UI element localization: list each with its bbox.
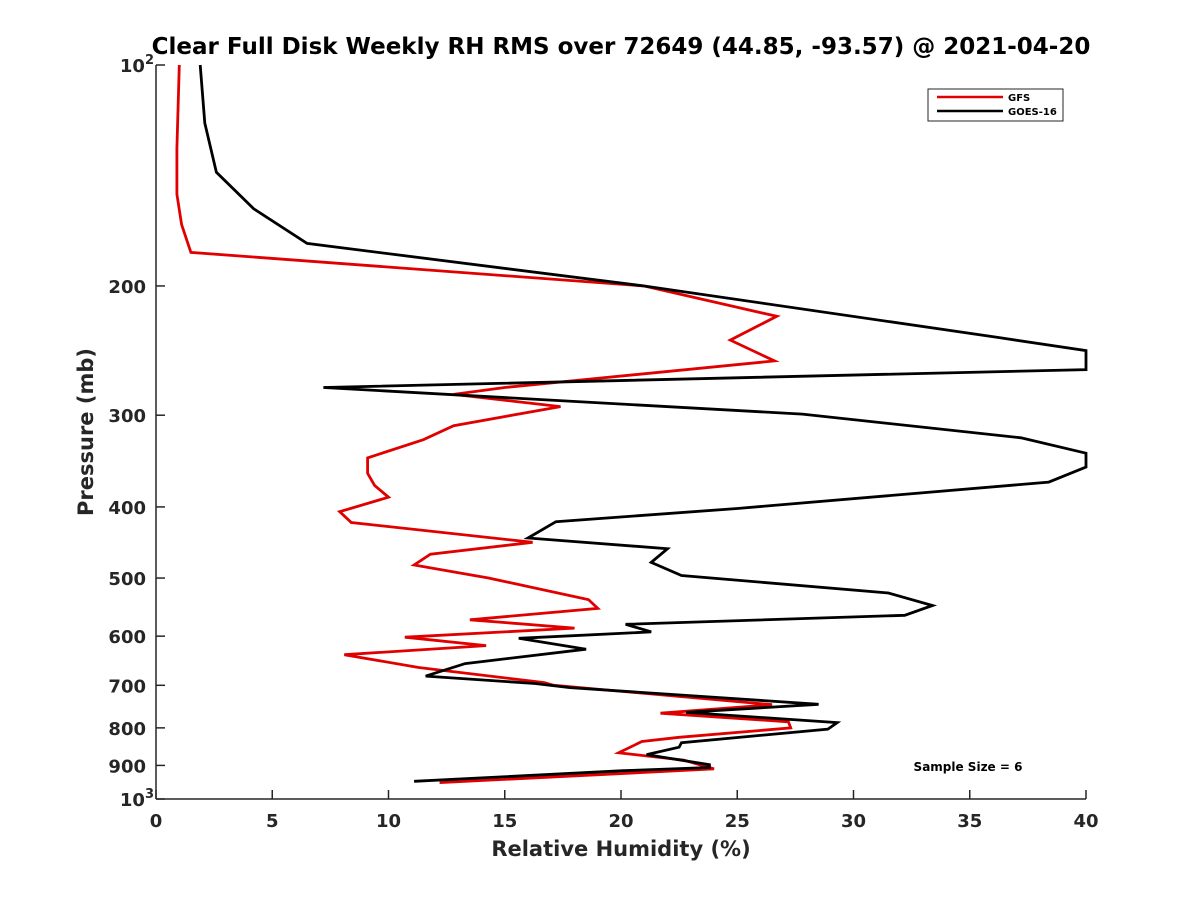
y-tick-label: 102: [120, 53, 154, 77]
y-tick-label: 200: [108, 277, 146, 298]
y-tick-label: 103: [120, 787, 154, 811]
x-tick-label: 5: [266, 811, 279, 832]
y-tick-label: 600: [108, 627, 146, 648]
y-axis-label: Pressure (mb): [74, 348, 98, 516]
x-tick-label: 15: [492, 811, 517, 832]
y-ticks: 102 200 300 400 500 600 700 800 900 103: [108, 53, 165, 811]
chart-title: Clear Full Disk Weekly RH RMS over 72649…: [152, 34, 1091, 60]
x-tick-label: 30: [841, 811, 866, 832]
x-tick-label: 25: [725, 811, 750, 832]
legend-label-goes16: GOES-16: [1008, 107, 1057, 118]
y-tick-label: 300: [108, 406, 146, 427]
series-line-goes16: [198, 64, 1088, 783]
x-tick-label: 40: [1073, 811, 1098, 832]
x-tick-label: 20: [608, 811, 633, 832]
y-tick-label: 800: [108, 719, 146, 740]
x-tick-label: 35: [957, 811, 982, 832]
x-tick-label: 0: [150, 811, 163, 832]
y-tick-label: 500: [108, 569, 146, 590]
legend: GFS GOES-16: [927, 88, 1064, 122]
legend-box: [927, 88, 1064, 122]
plot-area-box: [156, 65, 1086, 799]
sample-size-annotation: Sample Size = 6: [914, 760, 1023, 774]
x-tick-label: 10: [376, 811, 401, 832]
series-layer: [175, 64, 1088, 784]
x-axis-label: Relative Humidity (%): [491, 837, 750, 861]
y-tick-label: 400: [108, 498, 146, 519]
y-tick-label: 900: [108, 756, 146, 777]
y-tick-label: 700: [108, 676, 146, 697]
series-line-gfs: [175, 64, 793, 784]
x-ticks: 0 5 10 15 20 25 30 35 40: [150, 790, 1099, 832]
legend-label-gfs: GFS: [1008, 93, 1030, 104]
